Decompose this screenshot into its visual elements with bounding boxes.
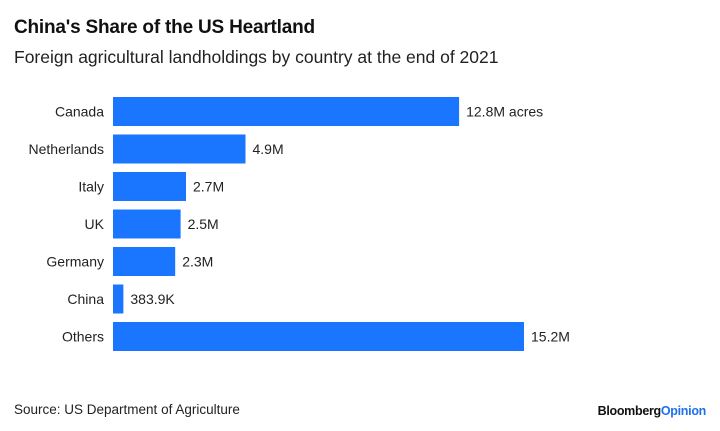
category-label-others: Others xyxy=(62,329,104,345)
value-label-others: 15.2M xyxy=(531,329,570,345)
source-note: Source: US Department of Agriculture xyxy=(14,402,240,417)
value-label-italy: 2.7M xyxy=(193,179,224,195)
bar-china xyxy=(113,284,124,314)
value-label-uk: 2.5M xyxy=(188,216,219,232)
brand-opinion-text: Opinion xyxy=(660,404,706,418)
value-label-canada: 12.8M acres xyxy=(466,104,543,120)
chart-title: China's Share of the US Heartland xyxy=(14,17,315,38)
bar-uk xyxy=(113,209,181,239)
category-label-germany: Germany xyxy=(46,254,104,270)
category-label-uk: UK xyxy=(85,216,105,232)
brand-bloomberg-text: Bloomberg xyxy=(597,404,662,418)
bar-chart: Canada 12.8M acres Netherlands 4.9M Italy 2.7… xyxy=(29,97,570,351)
bar-netherlands xyxy=(113,134,246,164)
bloomberg-opinion-logo: BloombergOpinion xyxy=(597,404,707,418)
bar-others xyxy=(113,322,524,351)
value-label-netherlands: 4.9M xyxy=(252,141,283,157)
bar-italy xyxy=(113,172,187,201)
category-label-china: China xyxy=(67,291,104,307)
bar-germany xyxy=(113,247,176,276)
bar-canada xyxy=(113,97,460,126)
category-label-italy: Italy xyxy=(78,179,104,195)
chart-subtitle: Foreign agricultural landholdings by cou… xyxy=(14,47,499,67)
category-label-netherlands: Netherlands xyxy=(29,141,105,157)
value-label-germany: 2.3M xyxy=(182,254,213,270)
category-label-canada: Canada xyxy=(55,104,104,120)
value-label-china: 383.9K xyxy=(130,291,175,307)
